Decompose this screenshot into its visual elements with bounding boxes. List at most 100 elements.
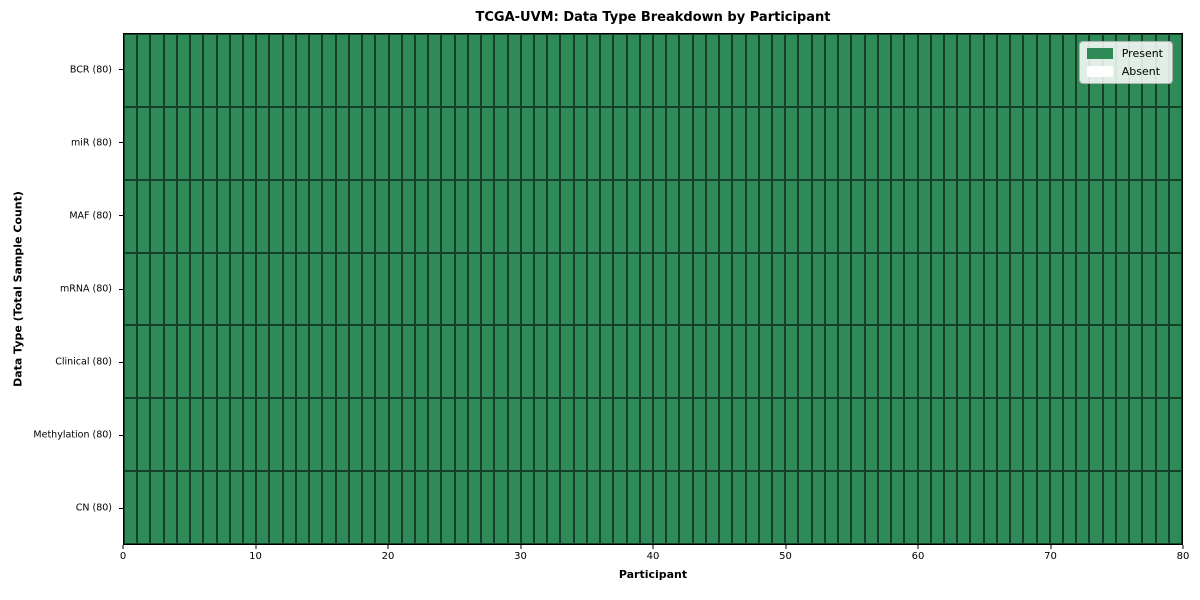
heatmap-cell bbox=[930, 106, 944, 180]
heatmap-cell bbox=[719, 398, 733, 472]
heatmap-cell bbox=[653, 252, 667, 326]
heatmap-cell bbox=[877, 106, 892, 180]
heatmap-cell bbox=[282, 179, 296, 253]
heatmap-cell bbox=[798, 179, 812, 253]
heatmap-cell bbox=[957, 179, 971, 253]
heatmap-cell bbox=[1102, 179, 1116, 253]
heatmap-cell bbox=[758, 325, 773, 399]
heatmap-cell bbox=[481, 106, 495, 180]
heatmap-cell bbox=[176, 325, 191, 399]
y-tick-label: BCR (80) bbox=[69, 64, 112, 76]
heatmap-cell bbox=[362, 325, 376, 399]
heatmap-cell bbox=[745, 325, 759, 399]
heatmap-cell bbox=[243, 106, 257, 180]
heatmap-cell bbox=[1036, 325, 1050, 399]
heatmap-cell bbox=[838, 106, 852, 180]
heatmap-cell bbox=[428, 398, 442, 472]
heatmap-cell bbox=[481, 398, 495, 472]
heatmap-cell bbox=[904, 179, 918, 253]
heatmap-cell bbox=[322, 252, 336, 326]
heatmap-cell bbox=[904, 325, 918, 399]
heatmap-cell bbox=[362, 179, 376, 253]
heatmap-cell bbox=[295, 34, 310, 107]
heatmap-cell bbox=[1036, 252, 1050, 326]
heatmap-cell bbox=[600, 252, 614, 326]
x-tick-mark bbox=[1182, 545, 1184, 549]
heatmap-cell bbox=[877, 252, 892, 326]
heatmap-cell bbox=[454, 325, 468, 399]
heatmap-cell bbox=[256, 325, 270, 399]
heatmap-cell bbox=[877, 471, 892, 544]
heatmap-cell bbox=[573, 325, 587, 399]
heatmap-cell bbox=[864, 34, 878, 107]
heatmap-cell bbox=[388, 106, 402, 180]
heatmap-cell bbox=[996, 106, 1011, 180]
heatmap-cell bbox=[560, 34, 574, 107]
heatmap-cell bbox=[441, 325, 455, 399]
heatmap-cell bbox=[401, 106, 415, 180]
heatmap-cell bbox=[917, 325, 931, 399]
heatmap-cell bbox=[1036, 179, 1050, 253]
heatmap-cell bbox=[335, 398, 349, 472]
heatmap-cell bbox=[362, 471, 376, 544]
chart-title: TCGA-UVM: Data Type Breakdown by Partici… bbox=[475, 10, 831, 25]
heatmap-cell bbox=[824, 106, 839, 180]
y-tick-label: mRNA (80) bbox=[60, 283, 112, 295]
heatmap-cell bbox=[282, 398, 296, 472]
y-tick-mark bbox=[119, 434, 123, 436]
heatmap-cell bbox=[322, 398, 336, 472]
heatmap-cell bbox=[547, 106, 561, 180]
heatmap-cell bbox=[877, 325, 892, 399]
heatmap-cell bbox=[719, 325, 733, 399]
heatmap-cell bbox=[719, 34, 733, 107]
heatmap-cell bbox=[547, 252, 561, 326]
heatmap-cell bbox=[996, 34, 1011, 107]
heatmap-cell bbox=[1142, 471, 1156, 544]
heatmap-cell bbox=[295, 398, 310, 472]
heatmap-cell bbox=[613, 325, 627, 399]
heatmap-cell bbox=[269, 106, 283, 180]
heatmap-cell bbox=[824, 471, 839, 544]
heatmap-cell bbox=[758, 179, 773, 253]
heatmap-cell bbox=[943, 398, 958, 472]
heatmap-cell bbox=[1062, 252, 1077, 326]
heatmap-cell bbox=[269, 398, 283, 472]
heatmap-cell bbox=[613, 252, 627, 326]
heatmap-cell bbox=[1168, 252, 1182, 326]
heatmap-cell bbox=[309, 398, 323, 472]
heatmap-cell bbox=[970, 325, 984, 399]
heatmap-cell bbox=[256, 398, 270, 472]
heatmap-cell bbox=[811, 252, 825, 326]
heatmap-cell bbox=[970, 252, 984, 326]
heatmap-cell bbox=[124, 106, 138, 180]
heatmap-cell bbox=[679, 252, 693, 326]
y-axis: BCR (80) miR (80) MAF (80) mRNA (80) Clinica… bbox=[0, 33, 123, 545]
heatmap-cell bbox=[256, 471, 270, 544]
heatmap-cell bbox=[851, 325, 865, 399]
heatmap-cell bbox=[613, 179, 627, 253]
heatmap-cell bbox=[467, 471, 482, 544]
heatmap-cell bbox=[851, 471, 865, 544]
heatmap-cell bbox=[1155, 325, 1169, 399]
heatmap-cell bbox=[269, 471, 283, 544]
heatmap-cell bbox=[520, 106, 534, 180]
x-tick-mark bbox=[785, 545, 786, 549]
heatmap-cell bbox=[137, 325, 151, 399]
heatmap-cell bbox=[1115, 106, 1130, 180]
heatmap-cell bbox=[150, 179, 164, 253]
heatmap-cell bbox=[190, 398, 204, 472]
heatmap-cell bbox=[190, 471, 204, 544]
heatmap-cell bbox=[983, 325, 997, 399]
y-tick-label: Methylation (80) bbox=[33, 429, 112, 441]
heatmap-cell bbox=[785, 398, 799, 472]
heatmap-cell bbox=[838, 34, 852, 107]
heatmap-cell bbox=[692, 471, 706, 544]
heatmap-cell bbox=[1010, 34, 1024, 107]
heatmap-cell bbox=[375, 398, 389, 472]
heatmap-cell bbox=[666, 325, 680, 399]
heatmap-cell bbox=[203, 398, 217, 472]
heatmap-cell bbox=[785, 471, 799, 544]
heatmap-cell bbox=[1062, 471, 1077, 544]
x-tick-label: 60 bbox=[911, 551, 925, 562]
heatmap-cell bbox=[1062, 106, 1077, 180]
